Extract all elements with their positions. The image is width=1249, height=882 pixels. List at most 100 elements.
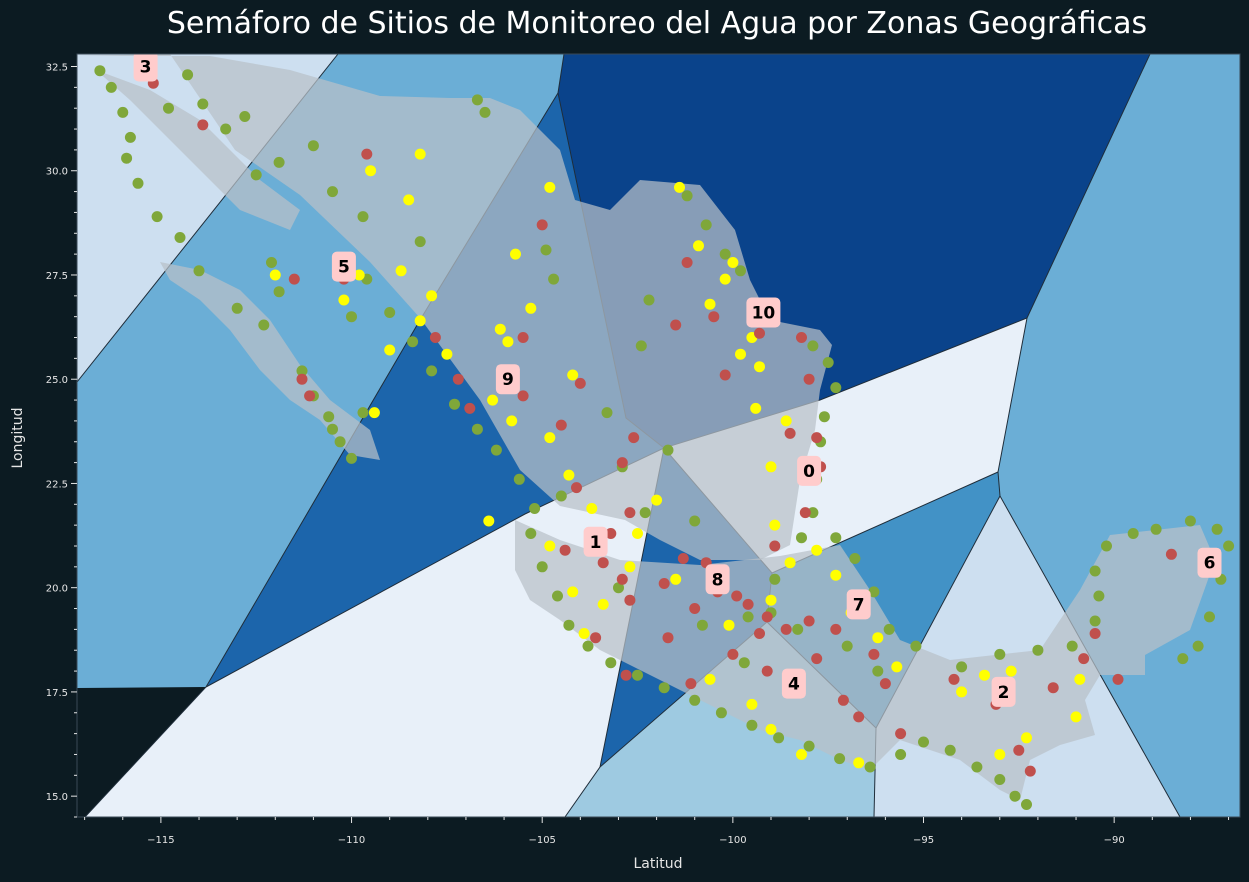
monitoring-site-point <box>811 653 823 665</box>
monitoring-site-point <box>1192 640 1204 652</box>
monitoring-site-point <box>704 673 716 685</box>
zone-label-3: 3 <box>133 54 158 82</box>
monitoring-site-point <box>830 623 842 635</box>
zone-label-text: 5 <box>338 258 350 278</box>
monitoring-site-point <box>1223 540 1235 552</box>
y-tick-label: 25.0 <box>46 375 68 386</box>
monitoring-site-point <box>304 390 316 402</box>
monitoring-site-point <box>1070 711 1082 723</box>
monitoring-site-point <box>918 736 929 748</box>
monitoring-site-point <box>407 336 419 348</box>
zone-label-box <box>797 455 822 486</box>
monitoring-site-point <box>677 553 689 564</box>
monitoring-site-point <box>426 365 438 377</box>
monitoring-site-point <box>1078 653 1090 665</box>
monitoring-site-point <box>452 373 464 385</box>
zone-label-box <box>133 54 158 82</box>
monitoring-site-point <box>754 361 765 373</box>
monitoring-site-point <box>693 240 704 252</box>
monitoring-site-point <box>384 344 396 356</box>
monitoring-site-point <box>822 357 834 368</box>
monitoring-site-point <box>273 286 285 298</box>
monitoring-site-point <box>605 657 617 669</box>
monitoring-site-point <box>571 482 582 494</box>
monitoring-site-point <box>544 432 556 444</box>
monitoring-site-point <box>334 436 346 448</box>
monitoring-site-point <box>1005 665 1017 677</box>
monitoring-site-point <box>578 628 590 639</box>
monitoring-site-point <box>327 186 338 198</box>
monitoring-site-point <box>811 432 823 444</box>
monitoring-site-point <box>449 398 460 410</box>
monitoring-site-point <box>346 452 357 464</box>
monitoring-site-point <box>510 248 521 260</box>
monitoring-site-point <box>681 190 693 202</box>
monitoring-site-point <box>807 340 819 352</box>
plot-area: 0 1 2 3 4 5 6 7 8 9 10 <box>77 54 1240 817</box>
monitoring-site-point <box>1101 540 1112 552</box>
monitoring-site-point <box>994 749 1006 760</box>
zone-label-box <box>991 676 1016 707</box>
monitoring-site-point <box>841 640 853 652</box>
monitoring-sites-layer <box>94 65 1235 810</box>
monitoring-site-point <box>1127 528 1139 539</box>
monitoring-site-point <box>796 749 807 760</box>
x-axis-label: Latitud <box>633 856 682 872</box>
monitoring-site-point <box>368 407 380 419</box>
monitoring-site-point <box>193 265 205 277</box>
y-tick-label: 30.0 <box>46 167 68 178</box>
monitoring-site-point <box>525 302 537 314</box>
monitoring-site-point <box>719 369 731 381</box>
monitoring-site-point <box>620 669 632 681</box>
monitoring-site-point <box>643 294 655 306</box>
zone-label-9: 9 <box>495 364 520 395</box>
monitoring-site-point <box>624 507 636 519</box>
zone-label-6: 6 <box>1197 547 1222 578</box>
monitoring-site-point <box>834 753 846 765</box>
monitoring-site-point <box>837 694 849 706</box>
monitoring-site-point <box>471 94 483 106</box>
monitoring-site-point <box>769 519 781 531</box>
x-tick-label: −115 <box>147 835 174 846</box>
y-tick-label: 20.0 <box>46 584 68 595</box>
monitoring-site-point <box>639 507 651 519</box>
monitoring-site-point <box>414 315 426 327</box>
monitoring-site-point <box>696 619 708 631</box>
monitoring-site-point <box>735 265 746 277</box>
monitoring-site-point <box>258 319 270 331</box>
monitoring-site-point <box>250 169 262 181</box>
monitoring-site-point <box>548 273 560 285</box>
monitoring-site-point <box>803 615 815 627</box>
monitoring-site-point <box>1204 611 1215 623</box>
monitoring-site-point <box>765 594 777 606</box>
monitoring-site-point <box>1093 590 1105 602</box>
zone-label-7: 7 <box>846 589 871 620</box>
monitoring-site-point <box>563 469 575 481</box>
monitoring-site-point <box>994 774 1006 785</box>
monitoring-site-point <box>708 311 720 323</box>
monitoring-site-point <box>727 648 739 660</box>
zone-label-2: 2 <box>991 676 1016 707</box>
monitoring-site-point <box>658 682 670 694</box>
monitoring-site-point <box>586 503 598 514</box>
monitoring-site-point <box>674 181 685 193</box>
monitoring-site-point <box>956 661 968 673</box>
monitoring-site-point <box>689 694 701 706</box>
monitoring-site-point <box>853 757 865 769</box>
monitoring-site-point <box>529 503 541 514</box>
monitoring-site-point <box>872 632 884 644</box>
monitoring-site-point <box>353 269 365 281</box>
y-tick-label: 17.5 <box>46 688 68 699</box>
monitoring-site-point <box>685 678 697 690</box>
monitoring-site-point <box>582 640 594 652</box>
monitoring-site-point <box>105 81 117 93</box>
monitoring-site-point <box>182 69 194 81</box>
chart-title: Semáforo de Sitios de Monitoreo del Agua… <box>167 6 1147 41</box>
monitoring-site-point <box>597 598 609 610</box>
monitoring-site-point <box>361 148 373 160</box>
monitoring-site-point <box>414 236 426 248</box>
monitoring-site-point <box>426 290 438 302</box>
monitoring-site-point <box>864 761 876 773</box>
monitoring-site-point <box>780 415 792 427</box>
monitoring-site-point <box>754 628 765 639</box>
